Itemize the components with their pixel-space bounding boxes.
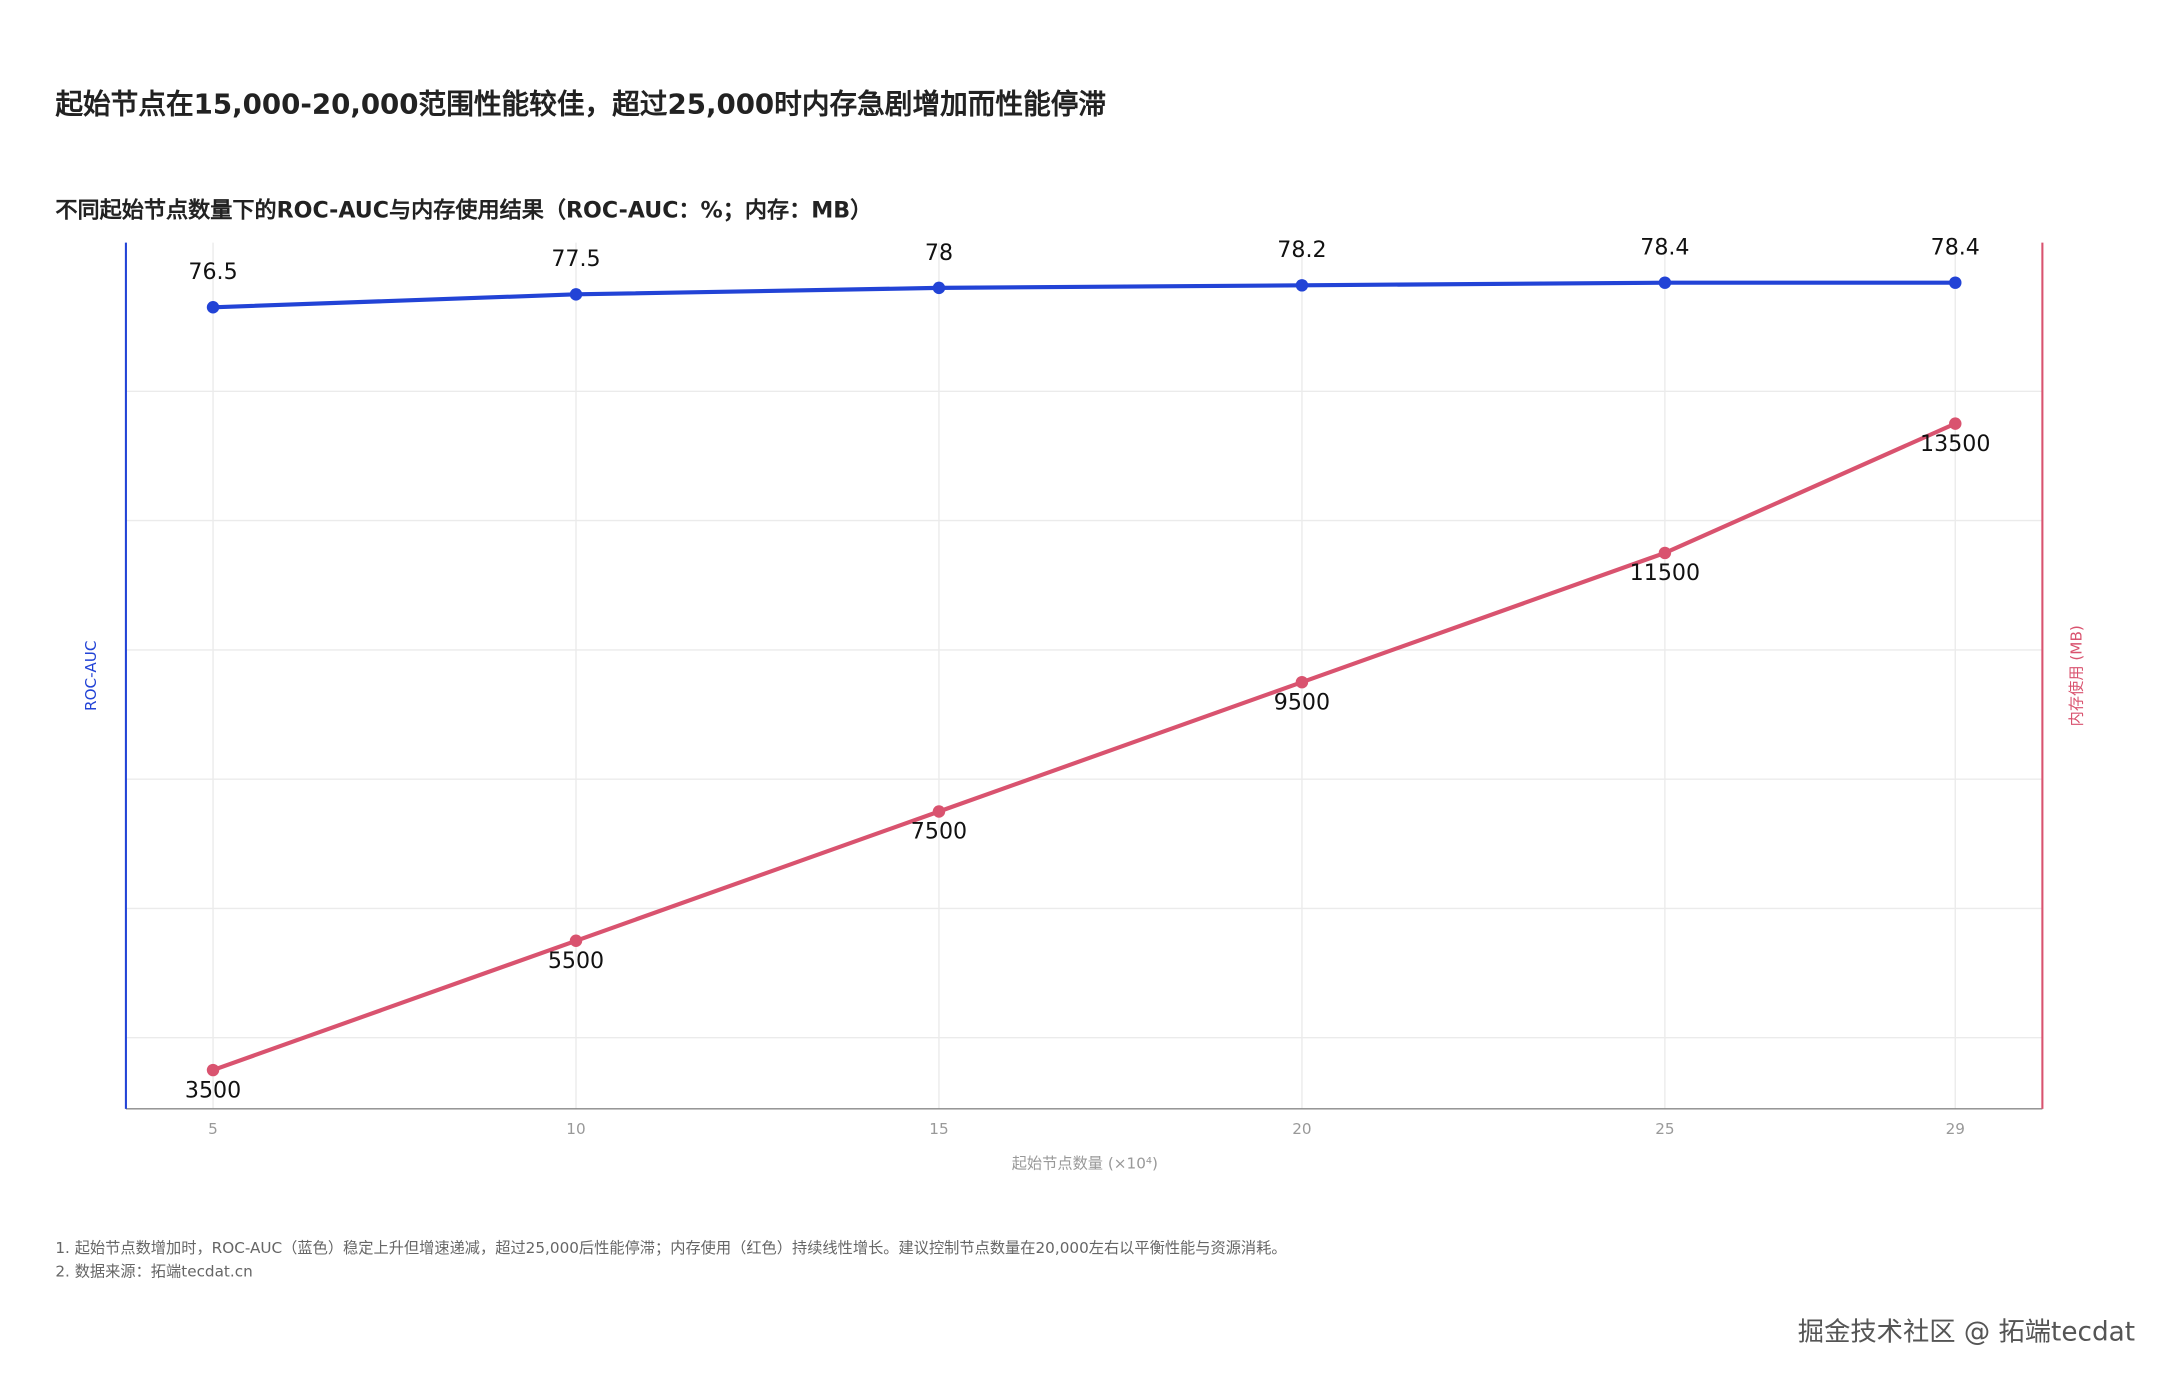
data-label: 78	[925, 240, 953, 266]
data-label: 78.2	[1277, 237, 1326, 263]
data-point	[1295, 675, 1309, 689]
data-label: 78.4	[1931, 235, 1980, 261]
data-point	[932, 281, 946, 295]
chart-title: 起始节点在15,000-20,000范围性能较佳，超过25,000时内存急剧增加…	[55, 88, 1106, 121]
x-tick-label: 20	[1292, 1120, 1311, 1138]
x-axis-label: 起始节点数量 (×10⁴)	[1012, 1155, 1158, 1173]
series-line	[212, 280, 1956, 310]
data-label: 9500	[1274, 689, 1330, 715]
data-label: 77.5	[551, 246, 600, 272]
data-label: 76.5	[188, 259, 237, 285]
series-line	[212, 421, 1957, 1073]
data-point	[1658, 546, 1672, 560]
x-tick-label: 25	[1655, 1120, 1674, 1138]
x-tick-label: 15	[929, 1120, 948, 1138]
data-label: 5500	[548, 948, 604, 974]
watermark: 掘金技术社区 @ 拓端tecdat	[1798, 1318, 2135, 1348]
y2-axis-label: 内存使用 (MB)	[2067, 625, 2085, 726]
data-point	[1949, 276, 1962, 289]
data-point	[1658, 276, 1672, 289]
data-point	[569, 288, 583, 301]
data-point	[932, 805, 946, 818]
data-label: 11500	[1630, 560, 1700, 586]
footnote: 2. 数据来源：拓端tecdat.cn	[55, 1263, 252, 1281]
data-point	[1949, 417, 1962, 430]
x-tick-label: 5	[208, 1120, 218, 1138]
data-label: 3500	[185, 1077, 241, 1103]
data-point	[206, 1063, 220, 1077]
data-label: 78.4	[1640, 235, 1689, 261]
data-point	[206, 301, 220, 314]
x-tick-label: 10	[566, 1120, 585, 1138]
data-point	[569, 934, 583, 948]
data-label: 7500	[911, 819, 967, 845]
y-axis-label: ROC-AUC	[82, 640, 100, 711]
data-label: 13500	[1920, 431, 1990, 457]
data-point	[1295, 279, 1309, 292]
footnote: 1. 起始节点数增加时，ROC-AUC（蓝色）稳定上升但增速递减，超过25,00…	[55, 1239, 1286, 1257]
x-tick-label: 29	[1946, 1120, 1965, 1138]
chart-subtitle: 不同起始节点数量下的ROC-AUC与内存使用结果（ROC-AUC：%；内存：MB…	[55, 197, 872, 223]
